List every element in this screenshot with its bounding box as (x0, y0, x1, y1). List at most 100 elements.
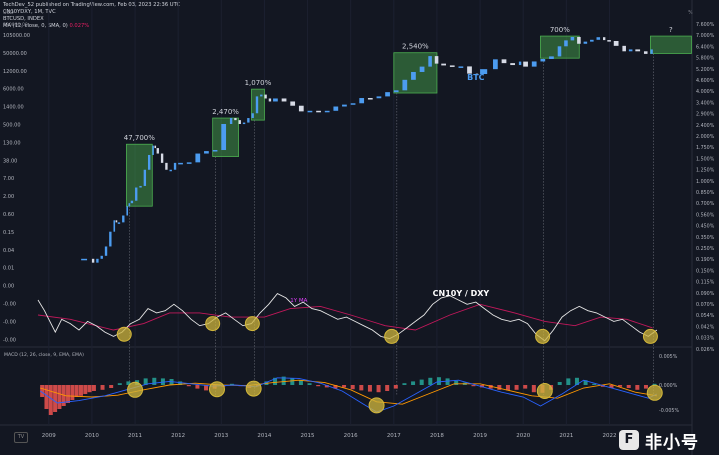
btc-candle (81, 258, 88, 261)
macd-bar (557, 382, 562, 385)
right-axis-label: 0.250% (696, 246, 715, 252)
btc-candle (419, 66, 425, 72)
macd-bar (229, 383, 234, 385)
x-tick-label: 2020 (516, 433, 530, 439)
btc-candle (122, 215, 125, 223)
left-axis-label: 50000.00 (3, 51, 27, 57)
macd-bar (428, 377, 433, 385)
highlight-circle (116, 326, 132, 342)
right-axis-label: 0.850% (696, 190, 715, 196)
btc-candle (493, 59, 498, 70)
x-tick-label: 2019 (473, 433, 487, 439)
btc-candle (622, 45, 626, 52)
macd-bar (566, 378, 571, 385)
btc-candle (113, 220, 116, 232)
right-axis-label: 0.033% (696, 336, 715, 342)
btc-candle (152, 145, 154, 155)
macd-bar (126, 381, 131, 385)
btc-candle (281, 98, 287, 102)
macd-bar (87, 385, 92, 393)
x-tick-label: 2010 (85, 433, 99, 439)
right-axis-label: 4.600% (696, 78, 715, 84)
btc-candle (234, 118, 237, 121)
macd-signal-line (40, 379, 657, 405)
macd-bar (445, 378, 450, 385)
macd-bar (342, 385, 347, 388)
btc-candle (109, 231, 112, 247)
gain-box (126, 143, 153, 207)
btc-candle (169, 169, 172, 172)
btc-candle (117, 222, 121, 224)
ma-series-label: 1Y MA (290, 298, 307, 304)
right-axis-label: 0.026% (696, 347, 715, 353)
macd-bar (367, 385, 372, 392)
left-axis-top-label: 320000.00 (3, 22, 28, 28)
highlight-circle (208, 381, 225, 398)
btc-candle (154, 145, 157, 149)
btc-candle (393, 90, 399, 93)
macd-bar (117, 383, 122, 385)
highlight-circle (642, 328, 658, 344)
gain-box-label: 2,540% (402, 43, 429, 51)
btc-candle (273, 98, 278, 102)
btc-candle (628, 49, 633, 52)
x-tick-label: 2022 (602, 433, 616, 439)
btc-candle (607, 40, 611, 42)
btc-candle (411, 71, 416, 80)
macd-bar (143, 378, 148, 385)
right-axis-label: 2.900% (696, 112, 715, 118)
btc-candle (564, 40, 568, 47)
left-axis-label: 38.00 (3, 158, 17, 164)
btc-candle (480, 69, 488, 74)
left-axis: 320000.00 105000.00 50000.00 12000.00 6000.0… (3, 22, 30, 343)
btc-candle (247, 118, 250, 123)
macd-right-axis: 0.005% 0.000% -0.005% (659, 354, 679, 414)
btc-candle (333, 106, 339, 111)
btc-candle (449, 65, 455, 67)
btc-series: BTC (81, 36, 653, 263)
right-axis: 7.600% 7.000% 6.400% 5.800% 5.200% 4.600% 4.00… (696, 22, 715, 353)
macd-bar (643, 385, 648, 389)
btc-candle (531, 61, 537, 67)
right-axis-label: 2.400% (696, 123, 715, 129)
btc-candle (613, 41, 619, 46)
macd-bar (592, 383, 597, 385)
right-axis-label: 4.000% (696, 89, 715, 95)
feixiaohao-watermark: F 非小号 (619, 428, 717, 453)
btc-candle (115, 220, 118, 223)
macd-bar (652, 383, 657, 385)
right-axis-label: 1.750% (696, 145, 715, 151)
macd-axis-label: 0.000% (659, 383, 678, 389)
btc-candle (100, 255, 103, 259)
macd-bar (488, 385, 493, 389)
macd-bar (44, 385, 49, 409)
highlight-circle (368, 397, 385, 414)
ma-label: MA (12, close, 0, SMA, 0) (3, 23, 68, 29)
macd-bar (618, 385, 623, 387)
macd-title: MACD (12, 26, close, 9, EMA, EMA) (4, 352, 84, 358)
btc-candle (135, 187, 138, 201)
x-tick-label: 2016 (344, 433, 358, 439)
btc-candle (307, 110, 313, 113)
btc-candle (324, 110, 330, 113)
macd-bar (91, 385, 96, 391)
right-axis-label: 0.350% (696, 235, 715, 241)
macd-bar (454, 380, 459, 385)
highlight-circles (116, 316, 663, 414)
macd-bar (531, 385, 536, 393)
macd-bar (350, 385, 355, 390)
btc-candle (441, 63, 447, 66)
macd-line (39, 377, 658, 413)
left-axis-label: 0.00 (3, 284, 14, 290)
left-axis-label: 0.60 (3, 212, 14, 218)
highlight-circle (245, 380, 262, 397)
macd-bar (626, 385, 631, 388)
macd-bar (497, 385, 502, 390)
macd-bar (78, 385, 83, 396)
btc-candle (91, 258, 95, 263)
left-axis-label: 6000.00 (3, 87, 24, 93)
btc-candle (126, 206, 129, 216)
btc-candle (549, 56, 554, 59)
highlight-circle (384, 328, 400, 344)
